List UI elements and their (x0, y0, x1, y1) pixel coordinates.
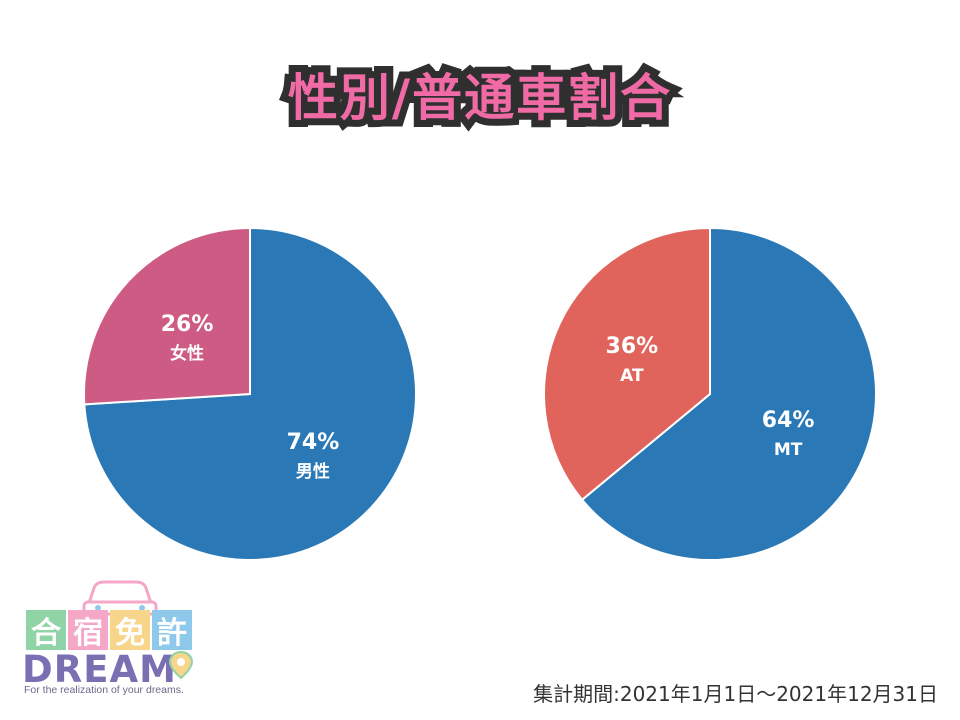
logo-tile: 免 (110, 610, 150, 651)
slice-category-label: 男性 (296, 461, 330, 482)
dream-logo: 合宿免許 DREAM For the realization of your d… (22, 576, 222, 698)
slice-percent-label: 74% (287, 430, 340, 455)
logo-tile: 合 (26, 610, 66, 651)
chart-title: 性別/普通車割合 (281, 62, 677, 134)
map-pin-icon (168, 650, 194, 680)
aggregation-period: 集計期間:2021年1月1日～2021年12月31日 (533, 682, 938, 706)
slice-category-label: AT (620, 366, 644, 386)
logo-tiles: 合宿免許 (26, 610, 194, 651)
logo-tile: 宿 (68, 610, 108, 651)
logo-tagline: For the realization of your dreams. (24, 684, 184, 696)
slice-percent-label: 64% (762, 408, 815, 433)
slice-percent-label: 36% (606, 334, 659, 359)
pie-slice-女性 (83, 226, 251, 406)
pie-slice-MT (580, 226, 877, 561)
slice-category-label: MT (774, 440, 803, 460)
logo-wordmark: DREAM (22, 648, 177, 691)
pie-slice-AT (543, 226, 711, 502)
slice-percent-label: 26% (161, 312, 214, 337)
logo-tile: 許 (152, 610, 192, 651)
slice-category-label: 女性 (170, 343, 204, 364)
